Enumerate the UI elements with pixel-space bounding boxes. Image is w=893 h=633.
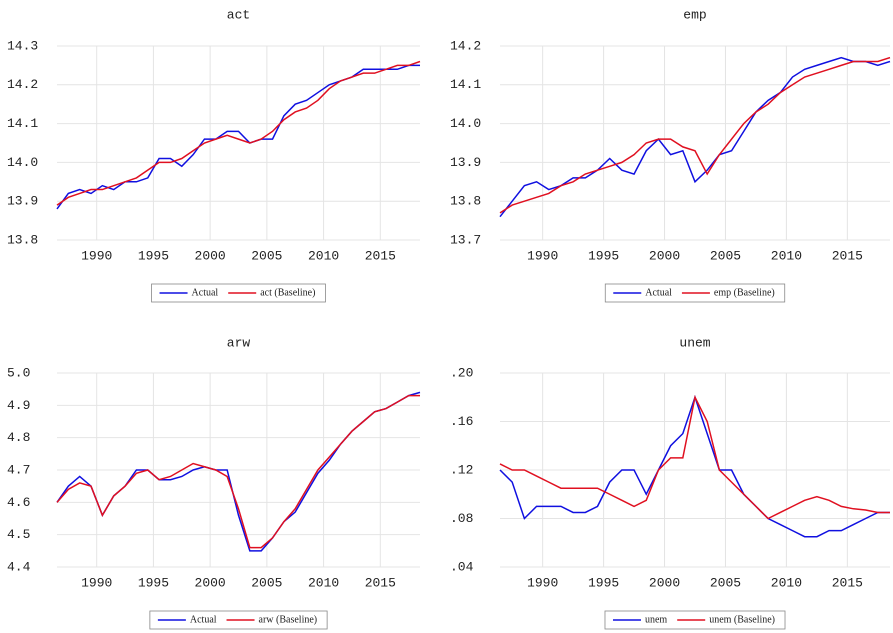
y-tick-label: .08	[450, 511, 473, 526]
series-line	[56, 60, 421, 206]
chart-title: arw	[227, 335, 251, 350]
y-tick-label: 14.3	[7, 38, 38, 53]
x-tick-label: 2015	[365, 248, 396, 263]
x-tick-label: 1995	[138, 248, 169, 263]
x-tick-label: 2000	[195, 248, 226, 263]
x-tick-label: 1995	[138, 575, 169, 590]
y-tick-label: .20	[450, 365, 473, 380]
series-line	[499, 394, 890, 520]
x-tick-label: 2015	[832, 248, 863, 263]
y-tick-label: 13.8	[450, 194, 481, 209]
series-line	[499, 394, 890, 538]
legend-label: emp (Baseline)	[714, 287, 775, 298]
legend: Actual arw (Baseline)	[149, 610, 328, 630]
x-tick-label: 2005	[251, 575, 282, 590]
chart-title: unem	[679, 335, 710, 350]
series-line	[499, 56, 891, 218]
y-tick-label: 4.7	[7, 462, 30, 477]
x-tick-label: 2000	[195, 575, 226, 590]
x-tick-label: 2010	[308, 575, 339, 590]
x-tick-label: 1990	[81, 248, 112, 263]
series-line	[56, 64, 420, 210]
x-tick-label: 2005	[251, 248, 282, 263]
y-tick-label: .12	[450, 462, 473, 477]
x-tick-label: 2000	[649, 248, 680, 263]
x-tick-label: 2010	[771, 248, 802, 263]
x-tick-label: 2015	[365, 575, 396, 590]
legend: unem unem (Baseline)	[604, 610, 786, 630]
series-line	[499, 56, 891, 214]
x-tick-label: 2010	[771, 575, 802, 590]
legend-label: Actual	[645, 287, 672, 298]
y-tick-label: .04	[450, 559, 474, 574]
legend: Actual act (Baseline)	[151, 283, 326, 303]
y-tick-label: 4.6	[7, 495, 30, 510]
y-tick-label: 13.7	[450, 232, 481, 247]
y-tick-label: 4.5	[7, 527, 30, 542]
chart-title: act	[227, 7, 250, 22]
chart-title: emp	[683, 7, 706, 22]
y-tick-label: .16	[450, 414, 473, 429]
legend: Actual emp (Baseline)	[604, 283, 786, 303]
y-tick-label: 13.9	[7, 194, 38, 209]
series-line	[56, 394, 420, 549]
y-tick-label: 5.0	[7, 365, 30, 380]
legend-label: Actual	[190, 614, 217, 625]
x-tick-label: 1995	[588, 575, 619, 590]
legend-label: unem	[645, 614, 667, 625]
y-tick-label: 4.4	[7, 559, 31, 574]
x-tick-label: 2005	[710, 575, 741, 590]
x-tick-label: 1990	[81, 575, 112, 590]
legend-label: arw (Baseline)	[259, 614, 318, 625]
y-tick-label: 4.9	[7, 398, 30, 413]
y-tick-label: 14.0	[450, 116, 481, 131]
y-tick-label: 4.8	[7, 430, 30, 445]
y-tick-label: 14.0	[7, 155, 38, 170]
y-tick-label: 13.9	[450, 155, 481, 170]
x-tick-label: 1990	[527, 575, 558, 590]
y-tick-label: 14.1	[7, 116, 38, 131]
x-tick-label: 2005	[710, 248, 741, 263]
legend-label: act (Baseline)	[260, 287, 315, 298]
x-tick-label: 2010	[308, 248, 339, 263]
series-line	[56, 391, 421, 552]
y-tick-label: 13.8	[7, 232, 38, 247]
y-tick-label: 14.1	[450, 77, 481, 92]
y-tick-label: 14.2	[450, 38, 481, 53]
legend-label: unem (Baseline)	[709, 614, 775, 625]
legend-label: Actual	[192, 287, 219, 298]
x-tick-label: 1990	[527, 248, 558, 263]
y-tick-label: 14.2	[7, 77, 38, 92]
x-tick-label: 2015	[832, 575, 863, 590]
x-tick-label: 1995	[588, 248, 619, 263]
x-tick-label: 2000	[649, 575, 680, 590]
